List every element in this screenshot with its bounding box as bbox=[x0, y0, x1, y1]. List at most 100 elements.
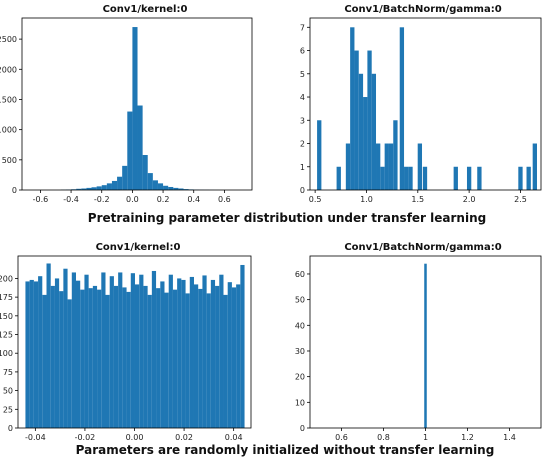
x-tick-label: 0.6 bbox=[335, 433, 348, 442]
histogram-bar bbox=[122, 287, 127, 428]
histogram-bar bbox=[130, 273, 135, 428]
y-tick-label: 125 bbox=[0, 331, 13, 340]
histogram-bar bbox=[118, 272, 123, 428]
y-tick-label: 20 bbox=[295, 373, 305, 382]
y-tick-label: 175 bbox=[0, 293, 13, 302]
histogram-bar bbox=[376, 143, 381, 190]
histogram-bar bbox=[518, 166, 523, 190]
x-tick-label: 2.0 bbox=[463, 195, 476, 204]
panel-top-right: Conv1/BatchNorm/gamma:0 0.5 1.0 1.5 2.0 2.5 0… bbox=[300, 4, 542, 204]
histogram-bar bbox=[80, 289, 85, 428]
panel-top-left: Conv1/kernel:0 -0.6 -0.4 -0.2 0.0 0.2 0.4 0.6 0… bbox=[0, 4, 253, 204]
chart-title: Conv1/BatchNorm/gamma:0 bbox=[344, 4, 501, 15]
top-caption: Pretraining parameter distribution under… bbox=[88, 211, 486, 225]
x-tick-label: -0.02 bbox=[75, 433, 96, 442]
histogram-bar bbox=[350, 27, 355, 190]
histogram-bar bbox=[367, 50, 372, 190]
y-tick-label: 0 bbox=[300, 424, 305, 433]
panel-bottom-right: Conv1/BatchNorm/gamma:0 0.6 0.8 1 1.2 1.4 0 10… bbox=[295, 242, 542, 442]
histogram-bar bbox=[109, 276, 114, 428]
histogram-bar bbox=[354, 50, 359, 190]
histogram-bar bbox=[106, 183, 112, 190]
histogram-bar bbox=[88, 288, 93, 428]
x-tick-label: -0.6 bbox=[33, 195, 49, 204]
histogram-bar bbox=[399, 27, 405, 190]
y-tick-label: 4 bbox=[300, 93, 305, 102]
histogram-bar bbox=[453, 166, 458, 190]
y-tick-label: 0 bbox=[300, 186, 305, 195]
histogram-bar bbox=[76, 188, 82, 190]
chart-title: Conv1/kernel:0 bbox=[103, 4, 188, 15]
histogram-bar bbox=[189, 276, 194, 428]
histogram-bar bbox=[147, 173, 153, 190]
chart-title: Conv1/BatchNorm/gamma:0 bbox=[344, 242, 501, 253]
histogram-bar bbox=[181, 279, 186, 428]
histogram-bar bbox=[172, 289, 178, 428]
histogram-bar bbox=[132, 27, 138, 190]
histogram-bar bbox=[404, 166, 409, 190]
x-tick-label: -0.4 bbox=[63, 195, 79, 204]
histogram-bar bbox=[117, 176, 123, 190]
y-tick-label: 200 bbox=[0, 274, 13, 283]
histogram-bar bbox=[408, 166, 413, 190]
x-tick-label: 0.8 bbox=[377, 433, 390, 442]
histogram-bar bbox=[33, 281, 39, 428]
axes-frame bbox=[21, 17, 253, 191]
histogram-bar bbox=[206, 293, 211, 428]
histogram-bar bbox=[424, 263, 427, 428]
histogram-bar bbox=[143, 285, 148, 428]
x-tick-label: 0.6 bbox=[218, 195, 231, 204]
x-tick-label: 1 bbox=[423, 433, 428, 442]
x-tick-label: 0.0 bbox=[126, 195, 139, 204]
histogram-bar bbox=[164, 292, 169, 428]
histogram-bar bbox=[417, 143, 423, 190]
histogram-bar bbox=[111, 180, 118, 190]
y-tick-label: 75 bbox=[3, 368, 13, 377]
histogram-bar bbox=[240, 264, 245, 428]
histogram-bar bbox=[183, 189, 189, 190]
y-tick-label: 50 bbox=[295, 296, 305, 305]
histogram-bar bbox=[178, 188, 184, 190]
y-tick-label: 2000 bbox=[0, 65, 17, 74]
x-tick-label: 1.5 bbox=[411, 195, 424, 204]
histogram-bar bbox=[50, 285, 55, 428]
histogram-bar bbox=[227, 282, 232, 428]
histogram-bar bbox=[152, 180, 158, 190]
histogram-bar bbox=[168, 186, 174, 190]
histogram-bar bbox=[156, 288, 161, 428]
histogram-bar bbox=[25, 281, 30, 428]
histogram-bar bbox=[422, 166, 428, 190]
x-tick-label: 0.00 bbox=[126, 433, 144, 442]
histogram-bar bbox=[198, 288, 203, 428]
chart-title: Conv1/kernel:0 bbox=[96, 242, 181, 253]
x-tick-label: 0.4 bbox=[187, 195, 200, 204]
histogram-bar bbox=[168, 274, 173, 428]
histogram-bar bbox=[231, 287, 237, 428]
histogram-bar bbox=[29, 279, 34, 428]
histogram-bar bbox=[105, 294, 110, 428]
histogram-bar bbox=[236, 284, 241, 428]
histogram-bar bbox=[92, 285, 98, 428]
histogram-bar bbox=[122, 165, 128, 190]
histogram-bar bbox=[139, 274, 144, 428]
histogram-bar bbox=[46, 263, 51, 428]
histogram-bar bbox=[477, 166, 482, 190]
histogram-bar bbox=[97, 289, 102, 428]
y-tick-label: 5 bbox=[300, 70, 305, 79]
histogram-bar bbox=[371, 73, 377, 190]
histogram-bar bbox=[142, 155, 148, 190]
histogram-bar bbox=[54, 278, 60, 428]
histogram-bar bbox=[157, 183, 164, 190]
y-tick-label: 10 bbox=[295, 398, 305, 407]
histogram-bar bbox=[393, 120, 398, 190]
y-tick-label: 2500 bbox=[0, 35, 17, 44]
y-tick-label: 150 bbox=[0, 312, 13, 321]
histogram-bar bbox=[185, 293, 190, 428]
panel-bottom-left: Conv1/kernel:0 -0.04 -0.02 0.00 0.02 0.04 0 25… bbox=[0, 242, 252, 442]
bottom-caption: Parameters are randomly initialized with… bbox=[76, 443, 495, 457]
y-tick-label: 1500 bbox=[0, 95, 17, 104]
x-tick-label: 0.02 bbox=[175, 433, 193, 442]
x-tick-label: 1.4 bbox=[503, 433, 516, 442]
histogram-bar bbox=[160, 281, 165, 428]
histogram-bar bbox=[86, 187, 92, 190]
